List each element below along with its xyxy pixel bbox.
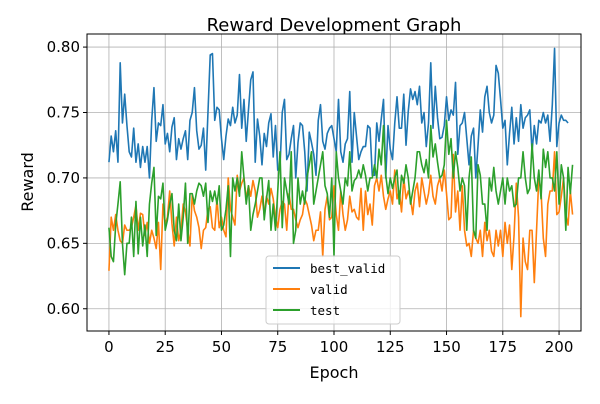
series-line-test xyxy=(108,119,574,276)
x-tick-label: 175 xyxy=(488,338,517,356)
y-tick-label: 0.65 xyxy=(47,234,80,252)
x-axis-label: Epoch xyxy=(310,363,359,382)
series-line-best-valid xyxy=(108,47,569,192)
series-layer xyxy=(108,47,574,318)
y-tick-label: 0.75 xyxy=(47,104,80,122)
y-tick-label: 0.70 xyxy=(47,169,80,187)
x-tick-label: 0 xyxy=(104,338,114,356)
x-tick-label: 125 xyxy=(376,338,405,356)
x-tick-label: 50 xyxy=(212,338,231,356)
x-tick-label: 75 xyxy=(268,338,287,356)
x-tick-label: 100 xyxy=(320,338,349,356)
ticks: 0 25 50 75 100 125 150 175 200 0.60 0.65 0.70 0.75 0.… xyxy=(47,38,574,356)
x-tick-label: 200 xyxy=(545,338,574,356)
chart-title: Reward Development Graph xyxy=(207,15,462,36)
y-axis-label: Reward xyxy=(18,152,37,212)
y-tick-label: 0.80 xyxy=(47,38,80,56)
y-tick-label: 0.60 xyxy=(47,300,80,318)
x-tick-label: 25 xyxy=(156,338,175,356)
legend-label: test xyxy=(310,303,340,318)
x-tick-label: 150 xyxy=(432,338,461,356)
legend-box xyxy=(265,255,401,325)
legend-label: best_valid xyxy=(310,261,385,276)
legend-label: valid xyxy=(310,282,348,297)
